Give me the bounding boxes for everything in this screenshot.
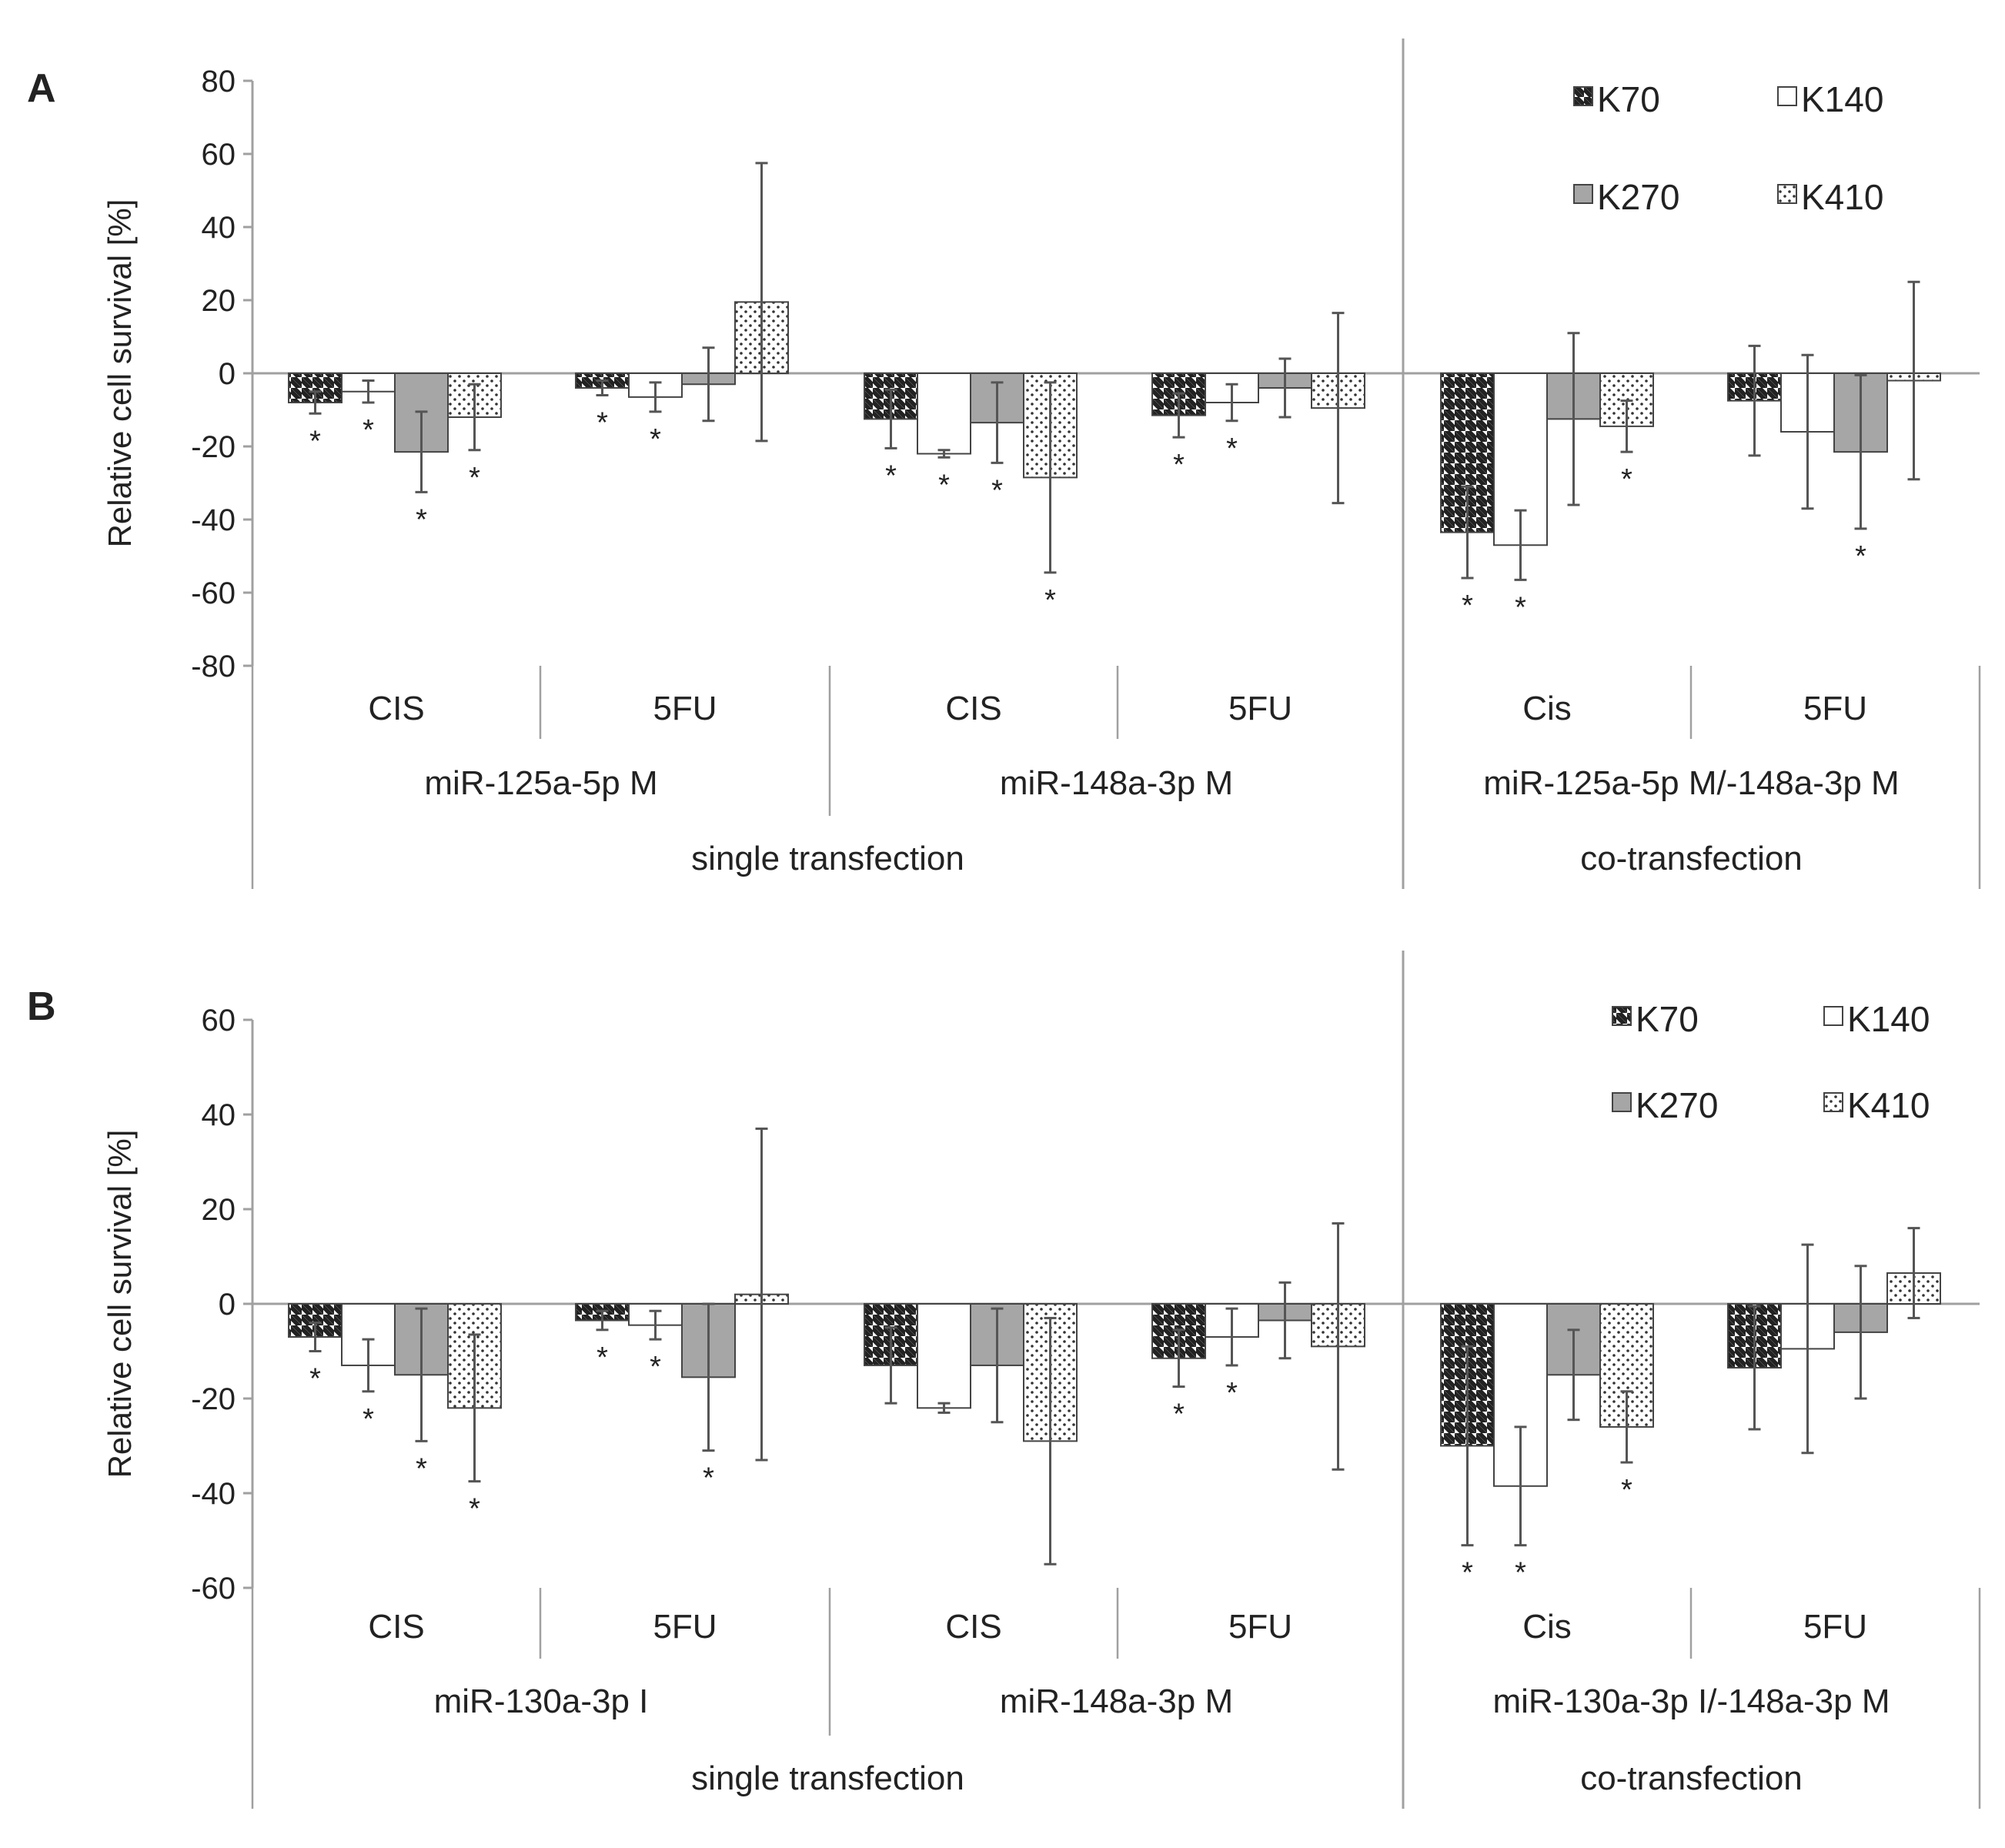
- treatment-label: CIS: [368, 690, 424, 727]
- y-tick-label: 60: [202, 1004, 236, 1038]
- y-tick-label: 40: [202, 1098, 236, 1132]
- legend-swatch-k410: [1777, 184, 1797, 204]
- significance-marker: *: [363, 1403, 374, 1435]
- treatment-label: Cis: [1522, 690, 1572, 727]
- legend-label-k140: K140: [1847, 999, 1930, 1039]
- significance-marker: *: [1621, 463, 1632, 496]
- y-tick-label: 20: [202, 284, 236, 318]
- legend-label-k270: K270: [1597, 177, 1679, 217]
- y-tick-label: 20: [202, 1193, 236, 1227]
- significance-marker: *: [1173, 449, 1185, 481]
- treatment-label: CIS: [368, 1608, 424, 1646]
- transfection-label: single transfection: [691, 1759, 964, 1797]
- treatment-label: 5FU: [1803, 1608, 1867, 1646]
- bar-k140: [917, 373, 971, 455]
- legend: K70 K140 K270 K410: [1573, 79, 1883, 217]
- significance-marker: *: [650, 423, 661, 456]
- treatment-label: CIS: [945, 1608, 1001, 1646]
- legend-label-k270: K270: [1636, 1085, 1718, 1125]
- mirna-label: miR-148a-3p M: [1000, 764, 1233, 802]
- panel-label: B: [27, 984, 56, 1029]
- y-tick-label: -20: [191, 430, 236, 464]
- mirna-label: miR-130a-3p I: [434, 1683, 649, 1720]
- legend-label-k70: K70: [1597, 79, 1660, 119]
- bar-k140: [917, 1303, 971, 1409]
- significance-marker: *: [596, 407, 608, 439]
- y-tick-label: -20: [191, 1382, 236, 1416]
- legend-swatch-k70: [1573, 86, 1593, 106]
- significance-marker: *: [1621, 1474, 1632, 1506]
- transfection-label: single transfection: [691, 840, 964, 877]
- significance-marker: *: [885, 459, 897, 492]
- legend-swatch-k70: [1612, 1006, 1632, 1026]
- y-tick-label: 40: [202, 211, 236, 245]
- legend-swatch-k140: [1823, 1006, 1843, 1026]
- significance-marker: *: [1044, 584, 1056, 617]
- significance-marker: *: [650, 1351, 661, 1383]
- panel-b-chart: B Relative cell survival [%] 60 40 20 0 -20 -40…: [27, 951, 1981, 1809]
- treatment-label: 5FU: [653, 1608, 717, 1646]
- y-tick-label: -60: [191, 576, 236, 610]
- legend-label-k410: K410: [1801, 177, 1883, 217]
- y-tick-label: 60: [202, 138, 236, 172]
- legend-swatch-k270: [1612, 1092, 1632, 1112]
- significance-marker: *: [469, 1493, 480, 1526]
- treatment-label: CIS: [945, 690, 1001, 727]
- y-tick-label: -60: [191, 1572, 236, 1606]
- y-tick-label: -80: [191, 650, 236, 683]
- y-tick-label: 0: [219, 1288, 236, 1322]
- legend-swatch-k270: [1573, 184, 1593, 204]
- y-axis-label: Relative cell survival [%]: [102, 199, 138, 548]
- significance-marker: *: [363, 414, 374, 446]
- legend-swatch-k410: [1823, 1092, 1843, 1112]
- panel-a-chart: A Relative cell survival [%] 80 60 40 20 0 -20 -…: [27, 38, 1981, 889]
- transfection-label: co-transfection: [1580, 1759, 1803, 1797]
- y-tick-label: -40: [191, 503, 236, 537]
- y-axis-label: Relative cell survival [%]: [102, 1130, 138, 1479]
- significance-marker: *: [1462, 1557, 1473, 1589]
- panel-label: A: [27, 66, 56, 111]
- significance-marker: *: [309, 425, 321, 457]
- mirna-label: miR-130a-3p I/-148a-3p M: [1492, 1683, 1890, 1720]
- significance-marker: *: [596, 1342, 608, 1374]
- legend: K70 K140 K270 K410: [1612, 999, 1930, 1125]
- significance-marker: *: [1515, 591, 1526, 623]
- significance-marker: *: [703, 1462, 714, 1495]
- legend-label-k410: K410: [1847, 1085, 1930, 1125]
- significance-marker: *: [1855, 540, 1866, 573]
- y-tick-label: 80: [202, 65, 236, 99]
- mirna-label: miR-125a-5p M/-148a-3p M: [1483, 764, 1899, 802]
- significance-marker: *: [416, 1452, 427, 1485]
- treatment-label: 5FU: [653, 690, 717, 727]
- significance-marker: *: [1226, 433, 1238, 465]
- significance-marker: *: [991, 474, 1003, 506]
- significance-marker: *: [1226, 1377, 1238, 1409]
- significance-marker: *: [416, 503, 427, 536]
- treatment-label: 5FU: [1803, 690, 1867, 727]
- legend-label-k70: K70: [1636, 999, 1699, 1039]
- y-tick-label: 0: [219, 357, 236, 391]
- legend-label-k140: K140: [1801, 79, 1883, 119]
- significance-marker: *: [1173, 1399, 1185, 1431]
- treatment-label: Cis: [1522, 1608, 1572, 1646]
- significance-marker: *: [469, 462, 480, 494]
- y-tick-label: -40: [191, 1477, 236, 1511]
- significance-marker: *: [309, 1363, 321, 1395]
- mirna-label: miR-125a-5p M: [424, 764, 657, 802]
- legend-swatch-k140: [1777, 86, 1797, 106]
- treatment-label: 5FU: [1228, 1608, 1292, 1646]
- mirna-label: miR-148a-3p M: [1000, 1683, 1233, 1720]
- significance-marker: *: [1515, 1557, 1526, 1589]
- treatment-label: 5FU: [1228, 690, 1292, 727]
- significance-marker: *: [938, 469, 950, 501]
- significance-marker: *: [1462, 590, 1473, 622]
- transfection-label: co-transfection: [1580, 840, 1803, 877]
